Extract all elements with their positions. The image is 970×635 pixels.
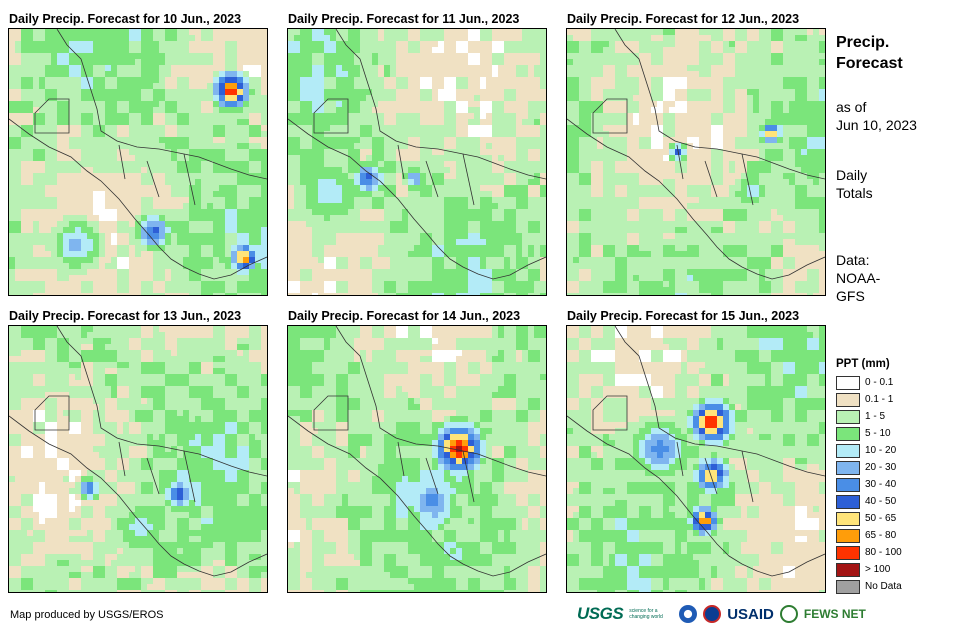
legend-item: 5 - 10	[836, 425, 902, 442]
legend-item: 30 - 40	[836, 476, 902, 493]
legend-label: 10 - 20	[865, 445, 897, 456]
as-of-date: as of Jun 10, 2023	[836, 98, 917, 134]
legend-item: 0 - 0.1	[836, 374, 902, 391]
usaid-logo: USAID	[727, 605, 774, 623]
data-line-3: GFS	[836, 288, 865, 304]
data-line-1: Data:	[836, 252, 870, 268]
nasa-logo-icon	[703, 605, 722, 623]
as-of-label: as of	[836, 99, 867, 115]
panel-title: Daily Precip. Forecast for 14 Jun., 2023	[288, 309, 521, 323]
title-line-1: Precip.	[836, 34, 890, 51]
legend-item: No Data	[836, 578, 902, 595]
legend-swatch	[836, 443, 860, 458]
map-canvas	[567, 326, 825, 592]
precip-map-day-6	[566, 325, 826, 593]
legend-swatch	[836, 562, 860, 577]
forecast-panel-6: Daily Precip. Forecast for 15 Jun., 2023	[566, 307, 848, 593]
legend-label: 40 - 50	[865, 496, 897, 507]
legend-swatch	[836, 511, 860, 526]
legend-label: > 100	[865, 564, 891, 575]
legend-swatch	[836, 375, 860, 390]
legend-label: 0.1 - 1	[865, 394, 894, 405]
legend-label: 1 - 5	[865, 411, 886, 422]
panel-title: Daily Precip. Forecast for 11 Jun., 2023	[288, 12, 520, 26]
title-line-2: Forecast	[836, 55, 903, 72]
daily-totals-note: Daily Totals	[836, 166, 873, 202]
legend-title: PPT (mm)	[836, 358, 890, 370]
legend-swatch	[836, 545, 860, 560]
daily-line-2: Totals	[836, 185, 873, 201]
precip-map-day-1	[8, 28, 268, 296]
forecast-panel-4: Daily Precip. Forecast for 13 Jun., 2023	[8, 307, 290, 593]
map-canvas	[288, 29, 546, 295]
forecast-panel-3: Daily Precip. Forecast for 12 Jun., 2023	[566, 10, 848, 296]
legend-label: 20 - 30	[865, 462, 897, 473]
legend-item: 1 - 5	[836, 408, 902, 425]
legend-item: 40 - 50	[836, 493, 902, 510]
legend-item: > 100	[836, 561, 902, 578]
legend-label: 65 - 80	[865, 530, 897, 541]
legend-swatch	[836, 477, 860, 492]
usgs-tagline: science for a changing world	[629, 608, 663, 620]
legend-item: 10 - 20	[836, 442, 902, 459]
map-title: Precip. Forecast	[836, 32, 903, 74]
as-of-value: Jun 10, 2023	[836, 117, 917, 133]
forecast-panel-5: Daily Precip. Forecast for 14 Jun., 2023	[287, 307, 569, 593]
legend-label: 0 - 0.1	[865, 377, 894, 388]
forecast-panel-2: Daily Precip. Forecast for 11 Jun., 2023	[287, 10, 569, 296]
legend-item: 20 - 30	[836, 459, 902, 476]
precip-map-day-4	[8, 325, 268, 593]
forecast-panel-1: Daily Precip. Forecast for 10 Jun., 2023	[8, 10, 290, 296]
legend-item: 65 - 80	[836, 527, 902, 544]
panel-title: Daily Precip. Forecast for 13 Jun., 2023	[9, 309, 242, 323]
legend-rows: 0 - 0.1 0.1 - 1 1 - 5 5 - 10 10 - 20 20 - 30 3…	[836, 374, 902, 595]
daily-line-1: Daily	[836, 167, 868, 183]
legend-swatch	[836, 392, 860, 407]
legend-label: 50 - 65	[865, 513, 897, 524]
fews-net-logo: FEWS NET	[803, 607, 866, 621]
legend-label: No Data	[865, 581, 902, 592]
precip-map-day-2	[287, 28, 547, 296]
logo-strip: USGS science for a changing world USAID …	[577, 604, 866, 624]
panel-title: Daily Precip. Forecast for 15 Jun., 2023	[567, 309, 800, 323]
map-credit: Map produced by USGS/EROS	[10, 609, 164, 621]
map-canvas	[9, 326, 267, 592]
usgs-logo: USGS	[577, 604, 624, 623]
data-line-2: NOAA-	[836, 270, 881, 286]
legend-swatch	[836, 409, 860, 424]
legend-swatch	[836, 528, 860, 543]
legend-item: 80 - 100	[836, 544, 902, 561]
precip-map-day-3	[566, 28, 826, 296]
data-source: Data: NOAA- GFS	[836, 251, 880, 305]
legend-item: 50 - 65	[836, 510, 902, 527]
noaa-logo-icon	[679, 605, 698, 623]
map-canvas	[9, 29, 267, 295]
fews-globe-icon	[779, 605, 798, 623]
legend-swatch	[836, 426, 860, 441]
legend-label: 30 - 40	[865, 479, 897, 490]
legend-label: 80 - 100	[865, 547, 902, 558]
map-canvas	[288, 326, 546, 592]
precip-legend: PPT (mm) 0 - 0.1 0.1 - 1 1 - 5 5 - 10 10 - 2…	[836, 358, 902, 595]
legend-label: 5 - 10	[865, 428, 891, 439]
legend-swatch	[836, 460, 860, 475]
legend-item: 0.1 - 1	[836, 391, 902, 408]
map-canvas	[567, 29, 825, 295]
legend-swatch	[836, 494, 860, 509]
precip-map-day-5	[287, 325, 547, 593]
panel-title: Daily Precip. Forecast for 10 Jun., 2023	[9, 12, 242, 26]
legend-swatch	[836, 579, 860, 594]
panel-title: Daily Precip. Forecast for 12 Jun., 2023	[567, 12, 800, 26]
